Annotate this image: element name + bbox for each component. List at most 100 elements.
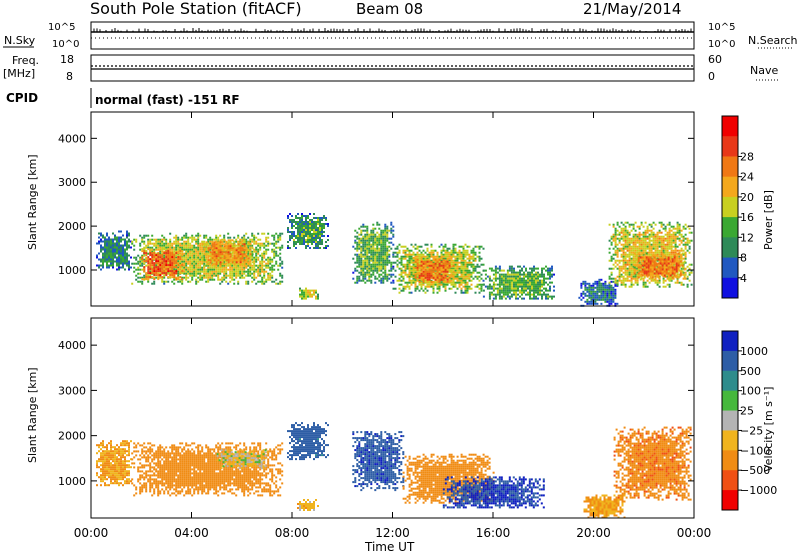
power-cell bbox=[602, 292, 605, 295]
power-cell bbox=[116, 240, 118, 243]
power-cell bbox=[634, 241, 637, 244]
power-cell bbox=[305, 247, 307, 249]
power-cell bbox=[307, 227, 309, 229]
power-cell bbox=[452, 285, 455, 288]
power-cell bbox=[644, 231, 647, 234]
power-cell bbox=[233, 236, 236, 239]
power-cell bbox=[167, 268, 170, 271]
power-cell bbox=[183, 236, 186, 239]
power-cell bbox=[301, 227, 303, 229]
power-cell bbox=[604, 288, 607, 291]
power-cell bbox=[243, 255, 246, 258]
power-cell bbox=[181, 252, 184, 255]
power-cell bbox=[305, 225, 307, 227]
power-cell bbox=[517, 265, 519, 268]
power-cell bbox=[167, 242, 170, 245]
power-cell bbox=[133, 244, 136, 247]
power-cell bbox=[442, 283, 445, 286]
power-cell bbox=[249, 249, 252, 252]
power-cell bbox=[620, 281, 623, 284]
power-cell bbox=[416, 251, 419, 254]
power-cell bbox=[624, 247, 627, 250]
power-cell bbox=[644, 281, 647, 284]
power-cell bbox=[628, 255, 631, 258]
power-cell bbox=[195, 238, 198, 241]
power-cell bbox=[175, 250, 178, 253]
power-cell bbox=[221, 270, 224, 273]
power-cell bbox=[356, 257, 359, 260]
power-cell bbox=[632, 259, 635, 262]
power-cell bbox=[416, 277, 419, 280]
power-cell bbox=[269, 278, 272, 281]
power-cell bbox=[205, 247, 208, 250]
power-cell bbox=[225, 274, 228, 277]
power-cell bbox=[642, 281, 645, 284]
power-cell bbox=[217, 255, 220, 258]
power-cell bbox=[604, 282, 607, 285]
power-cell bbox=[448, 276, 451, 279]
power-cell bbox=[227, 247, 230, 250]
power-cell bbox=[177, 256, 180, 259]
power-cell bbox=[163, 260, 166, 263]
power-cell bbox=[502, 293, 505, 296]
power-cell bbox=[472, 269, 475, 272]
power-cell bbox=[551, 281, 553, 284]
power-cell bbox=[116, 238, 118, 241]
power-cell bbox=[124, 260, 126, 263]
power-cell bbox=[612, 233, 615, 236]
power-cell bbox=[155, 258, 158, 261]
power-cell bbox=[416, 278, 419, 281]
power-cell bbox=[360, 253, 363, 256]
power-cell bbox=[424, 258, 427, 261]
power-cell bbox=[319, 217, 321, 219]
power-cell bbox=[185, 260, 188, 263]
power-cell bbox=[456, 265, 459, 268]
power-cell bbox=[630, 275, 633, 278]
power-cell bbox=[213, 247, 216, 250]
power-cell bbox=[233, 274, 236, 277]
power-cell bbox=[225, 257, 228, 260]
power-cell bbox=[291, 227, 293, 229]
power-cell bbox=[110, 254, 112, 257]
power-cell bbox=[366, 253, 369, 256]
power-cell bbox=[137, 260, 140, 263]
power-cell bbox=[253, 264, 256, 267]
power-cell bbox=[372, 267, 375, 270]
power-cell bbox=[370, 253, 373, 256]
power-cell bbox=[642, 249, 645, 252]
power-cell bbox=[323, 215, 325, 217]
power-cell bbox=[189, 254, 192, 257]
power-cell bbox=[374, 267, 377, 270]
power-cell bbox=[618, 271, 621, 274]
power-cell bbox=[153, 258, 156, 261]
power-cell bbox=[454, 263, 457, 266]
power-cell bbox=[482, 279, 485, 282]
power-cell bbox=[181, 256, 184, 259]
power-cell bbox=[221, 249, 224, 252]
power-region-9 bbox=[482, 265, 555, 300]
power-cell bbox=[139, 276, 142, 279]
power-cell bbox=[131, 262, 134, 265]
power-cell bbox=[275, 260, 278, 263]
power-cell bbox=[604, 296, 607, 299]
power-cell bbox=[646, 235, 649, 238]
power-cell bbox=[420, 272, 423, 275]
power-cell bbox=[600, 292, 603, 295]
power-cell bbox=[239, 270, 242, 273]
power-cell bbox=[243, 266, 246, 269]
power-cell bbox=[618, 233, 621, 236]
power-cell bbox=[404, 255, 407, 258]
power-cell bbox=[114, 250, 116, 253]
power-cell bbox=[358, 245, 361, 248]
power-cell bbox=[366, 237, 369, 240]
power-cell bbox=[189, 236, 192, 239]
power-cell bbox=[502, 295, 505, 298]
power-cell bbox=[287, 245, 289, 247]
power-cell bbox=[384, 273, 387, 276]
power-cell bbox=[217, 253, 220, 256]
power-cell bbox=[241, 247, 244, 250]
power-cell bbox=[434, 260, 437, 263]
power-cell bbox=[450, 281, 453, 284]
power-cell bbox=[384, 261, 387, 264]
power-cell bbox=[452, 263, 455, 266]
